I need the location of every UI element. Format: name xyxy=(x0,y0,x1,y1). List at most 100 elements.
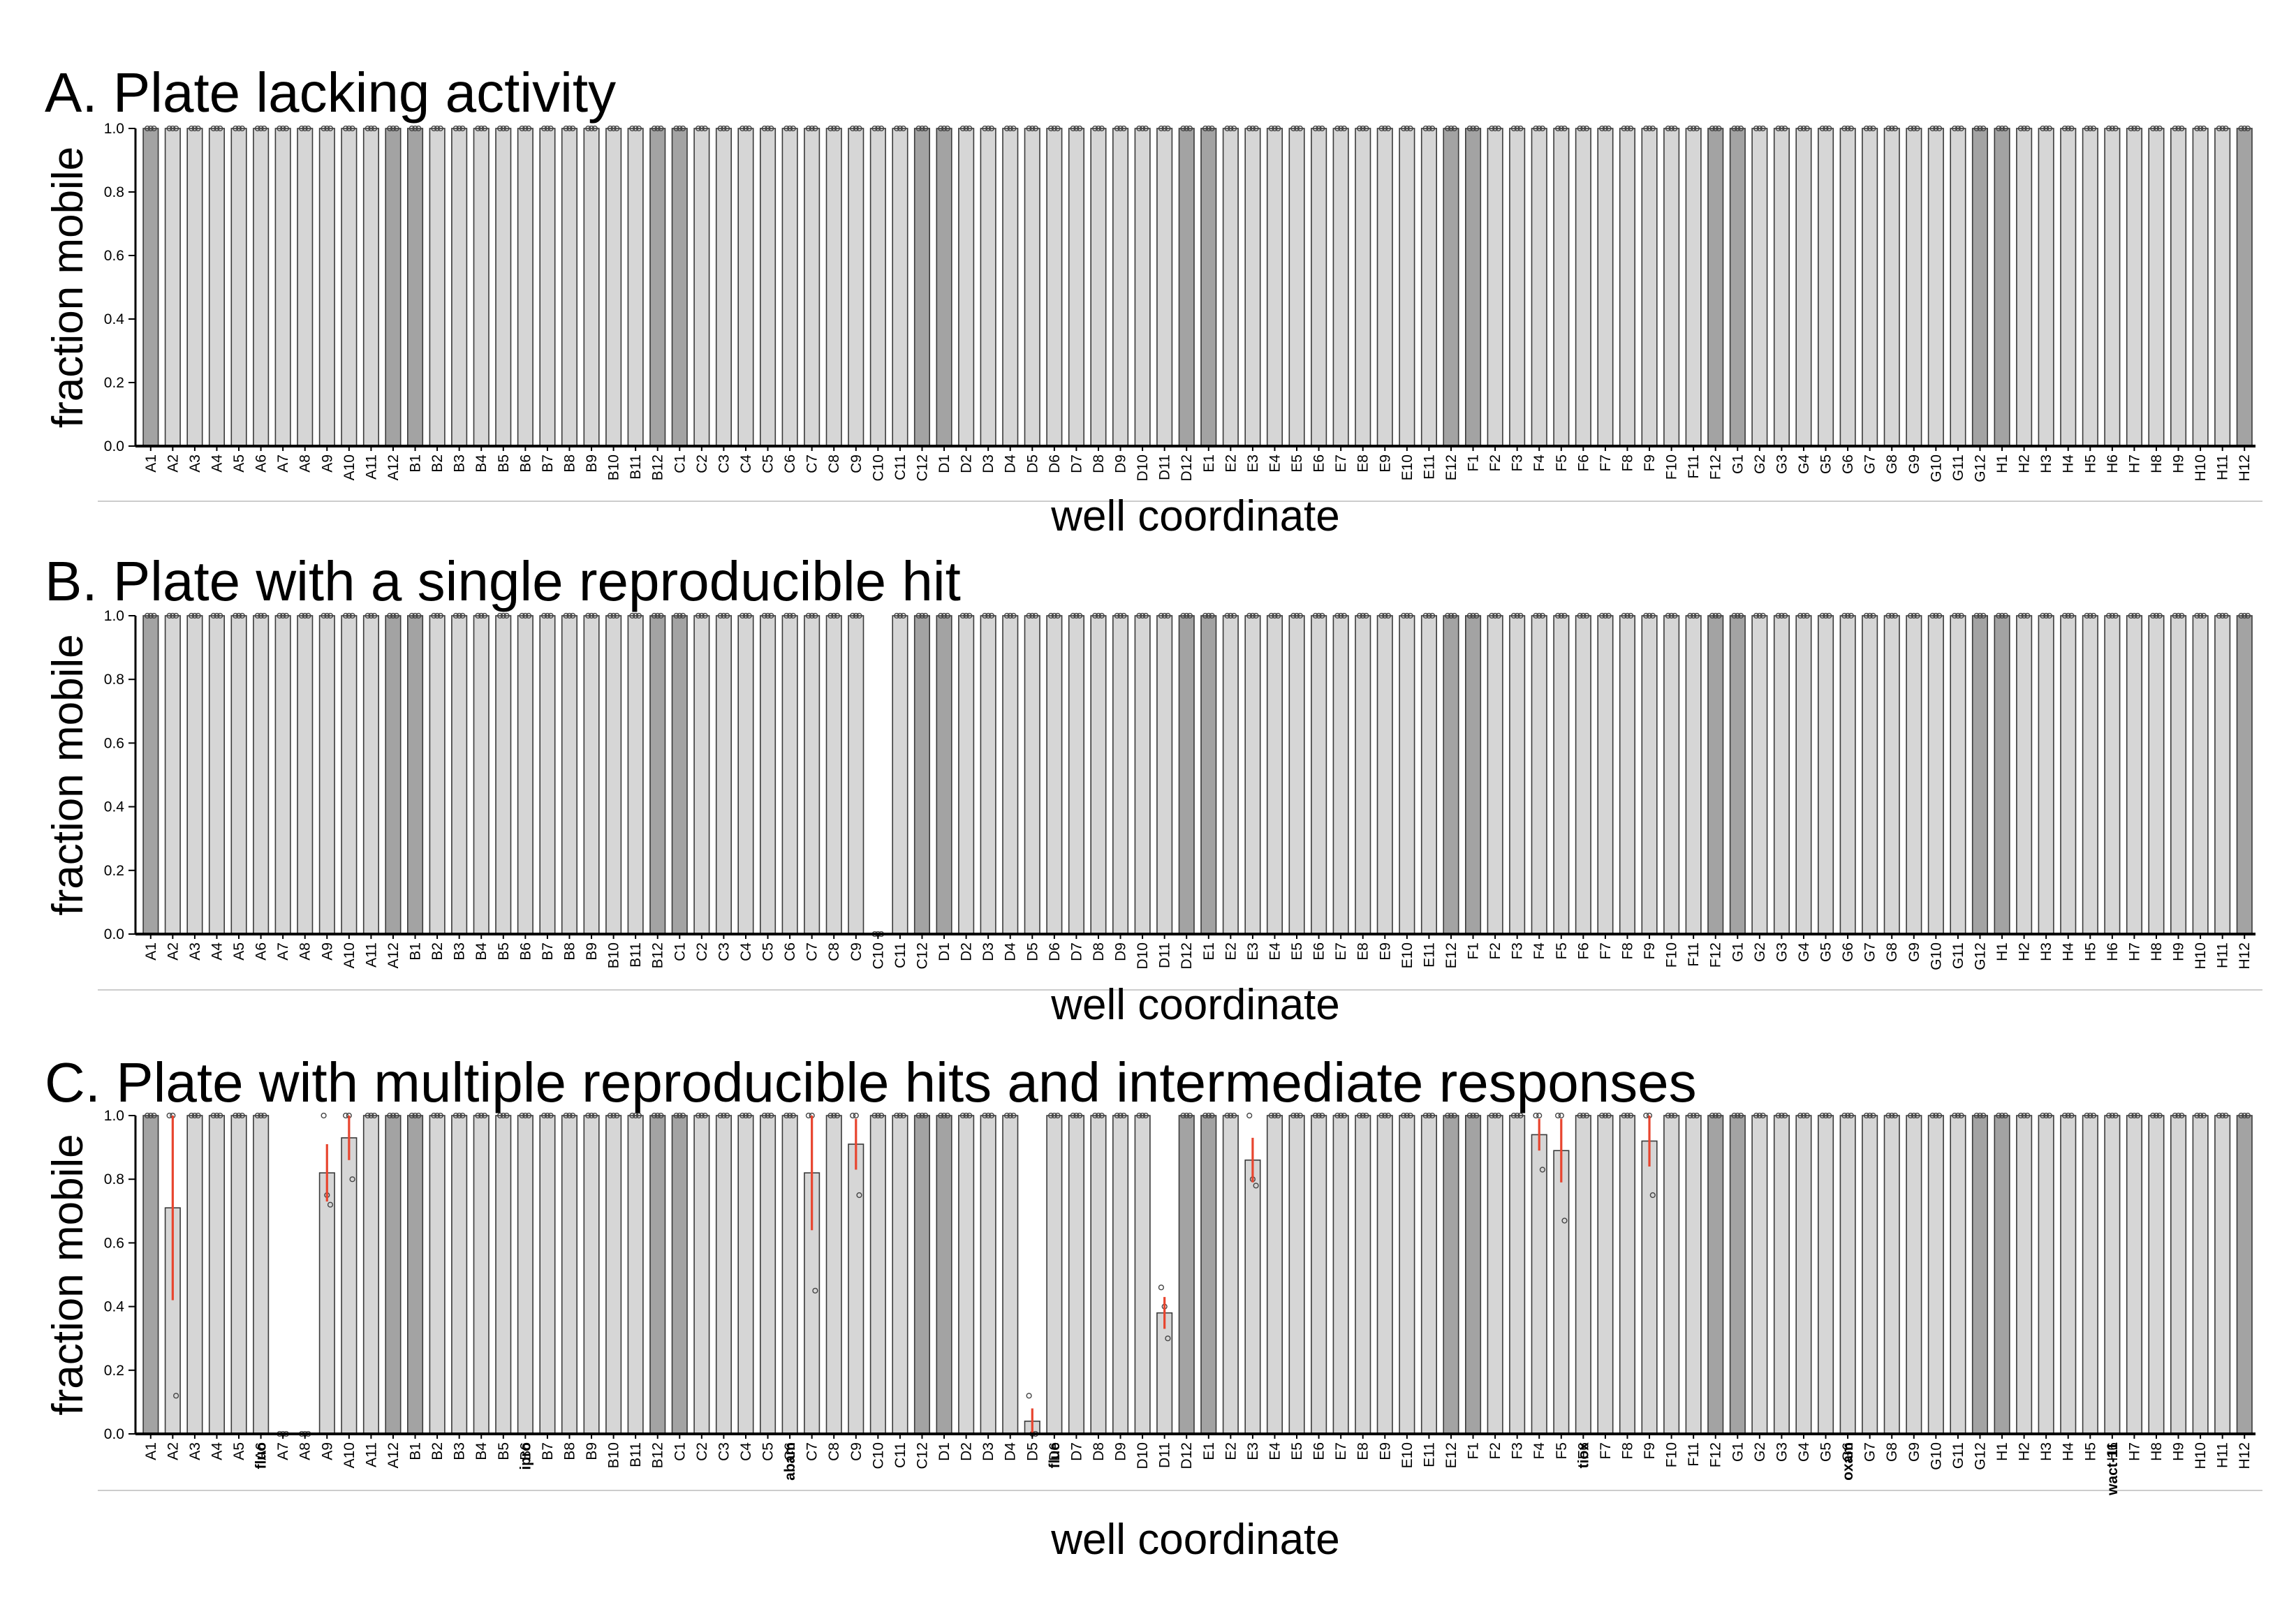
replicate-point-G9 xyxy=(1911,125,1917,132)
replicate-point-C6 xyxy=(786,612,793,619)
bar-B1 xyxy=(406,615,424,935)
replicate-point-H9 xyxy=(2175,125,2181,132)
x-tick-label: C3 xyxy=(716,454,732,473)
replicate-point-H3 xyxy=(2046,125,2053,132)
replicate-point-E2 xyxy=(1228,125,1234,132)
replicate-point-G4 xyxy=(1800,1112,1807,1119)
replicate-point-D6 xyxy=(1054,612,1061,619)
bar-G9 xyxy=(1906,615,1922,935)
replicate-point-A11 xyxy=(365,612,371,619)
replicate-point-C12 xyxy=(922,612,929,619)
replicate-point-F3 xyxy=(1514,1112,1520,1119)
bar-D10 xyxy=(1134,615,1151,935)
replicate-point-D12 xyxy=(1186,612,1193,619)
replicate-point-H6 xyxy=(2109,1112,2115,1119)
y-tick-label: 0.2 xyxy=(104,863,124,879)
replicate-point-B6 xyxy=(525,612,532,619)
replicate-point-A9 xyxy=(327,125,334,132)
bar-A1 xyxy=(142,615,159,935)
compound-label: wact-11 xyxy=(2105,1442,2121,1496)
x-tick-label: A4 xyxy=(209,942,226,961)
replicate-point-E7 xyxy=(1334,612,1341,619)
replicate-point-D6 xyxy=(1051,612,1057,619)
replicate-point-C6 xyxy=(786,1112,793,1119)
replicate-point-B11 xyxy=(629,125,635,132)
replicate-point-F5 xyxy=(1555,125,1561,132)
bar-E2 xyxy=(1222,615,1239,935)
bar-E7 xyxy=(1332,1115,1349,1435)
panel-title: A. Plate lacking activity xyxy=(45,61,616,124)
bar-A9 xyxy=(318,128,335,447)
replicate-point-D10 xyxy=(1136,1112,1142,1119)
bar-A8 xyxy=(297,128,314,447)
x-tick-label: H10 xyxy=(2193,454,2209,482)
replicate-point-G3 xyxy=(1775,612,1781,619)
replicate-point-F9 xyxy=(1643,612,1649,619)
replicate-point-F11 xyxy=(1687,1112,1693,1119)
replicate-point-E1 xyxy=(1205,125,1212,132)
bar-E9 xyxy=(1376,128,1393,447)
replicate-point-D11 xyxy=(1158,1284,1165,1291)
replicate-point-D4 xyxy=(1007,1112,1013,1119)
x-tick-label: E5 xyxy=(1289,1442,1305,1460)
bar-G2 xyxy=(1751,128,1768,447)
replicate-point-C12 xyxy=(919,612,925,619)
bar-H3 xyxy=(2038,128,2054,447)
replicate-point-C3 xyxy=(721,612,727,619)
x-tick-label: B4 xyxy=(473,1442,490,1460)
bar-G8 xyxy=(1883,615,1900,935)
replicate-point-C6 xyxy=(783,612,790,619)
y-tick-label: 1.0 xyxy=(104,1108,124,1124)
replicate-point-C11 xyxy=(900,125,906,132)
replicate-point-H11 xyxy=(2223,612,2229,619)
bar-E11 xyxy=(1420,615,1437,935)
replicate-point-E3 xyxy=(1249,125,1256,132)
replicate-point-B1 xyxy=(415,612,422,619)
x-tick-label: F5 xyxy=(1554,454,1570,472)
replicate-point-G4 xyxy=(1800,125,1807,132)
replicate-point-D4 xyxy=(1007,612,1013,619)
x-tick-label: D1 xyxy=(936,454,952,473)
replicate-point-A4 xyxy=(214,1112,220,1119)
bar-D11 xyxy=(1156,615,1173,935)
bar-D5 xyxy=(1024,128,1040,447)
x-tick-label: C6 xyxy=(782,454,798,473)
replicate-point-B9 xyxy=(591,125,598,132)
replicate-point-E6 xyxy=(1319,125,1325,132)
bar-F5 xyxy=(1553,128,1570,447)
bar-F12 xyxy=(1707,1115,1724,1435)
replicate-point-G2 xyxy=(1760,612,1766,619)
replicate-point-C6 xyxy=(790,125,796,132)
replicate-point-B9 xyxy=(585,1112,591,1119)
x-tick-label: G5 xyxy=(1818,942,1834,962)
x-tick-label: F11 xyxy=(1686,942,1702,967)
replicate-point-D10 xyxy=(1136,125,1142,132)
x-tick-label: B6 xyxy=(517,1442,533,1460)
x-tick-label: D1 xyxy=(936,942,952,961)
replicate-point-F2 xyxy=(1495,612,1501,619)
replicate-point-G1 xyxy=(1737,612,1744,619)
replicate-point-D3 xyxy=(988,1112,995,1119)
x-tick-label: B3 xyxy=(452,454,468,473)
bar-C7 xyxy=(804,615,820,935)
replicate-point-A6 xyxy=(258,125,264,132)
bar-A9 xyxy=(318,1172,335,1435)
replicate-point-G3 xyxy=(1782,612,1788,619)
replicate-point-C4 xyxy=(746,1112,752,1119)
replicate-point-A6 xyxy=(254,612,261,619)
x-tick-label: C11 xyxy=(892,1442,908,1468)
bar-G3 xyxy=(1773,1115,1790,1435)
replicate-point-F12 xyxy=(1709,1112,1716,1119)
replicate-point-C7 xyxy=(812,125,818,132)
bar-A7 xyxy=(274,128,291,447)
x-tick-label: C8 xyxy=(826,454,842,473)
replicate-point-D1 xyxy=(938,1112,944,1119)
replicate-point-E5 xyxy=(1290,125,1297,132)
replicate-point-D9 xyxy=(1114,125,1120,132)
x-tick-label: F12 xyxy=(1708,942,1724,968)
replicate-point-A6 xyxy=(254,125,261,132)
bar-E10 xyxy=(1399,1115,1415,1435)
bar-D11 xyxy=(1156,1312,1173,1435)
y-tick-label: 0.8 xyxy=(104,672,124,688)
bar-G7 xyxy=(1862,128,1878,447)
